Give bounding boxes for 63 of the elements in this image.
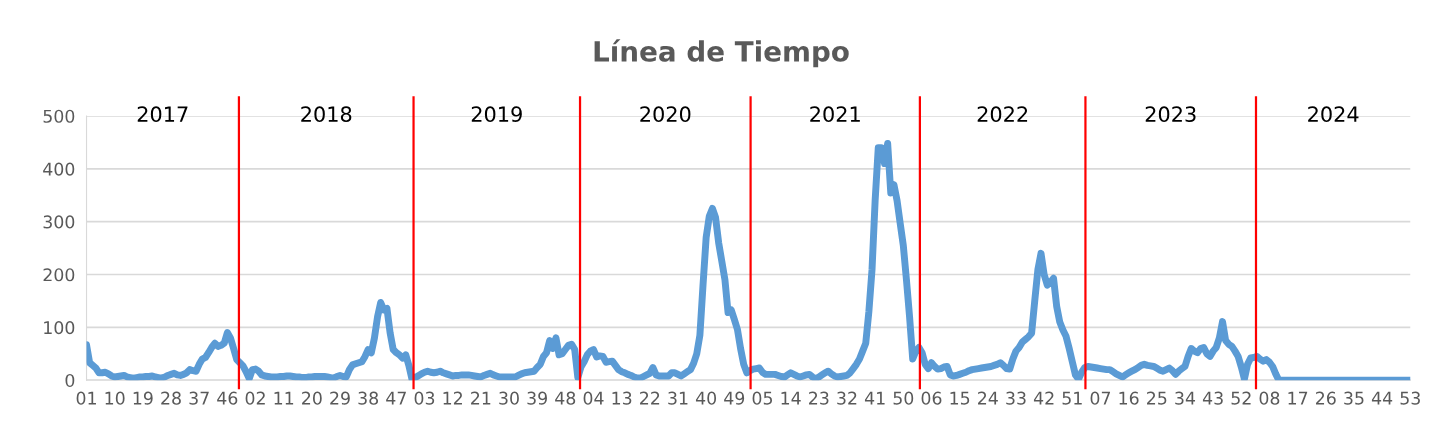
chart-title: Línea de Tiempo (594, 39, 849, 68)
x-tick-label: 16 (1119, 391, 1139, 405)
x-tick-label: 44 (1371, 391, 1393, 405)
x-tick-label: 26 (1316, 391, 1336, 405)
annotation: 2024 (1308, 106, 1359, 123)
x-tick-label: 21 (471, 391, 491, 405)
y-tick-label: 100 (44, 321, 75, 335)
x-tick-label: 22 (640, 391, 660, 405)
x-tick-label: 28 (161, 391, 181, 405)
x-tick-label: 17 (1288, 391, 1308, 405)
annotation: 2017 (137, 106, 188, 123)
y-tick-label: 200 (43, 268, 75, 282)
x-tick-label: 46 (217, 391, 238, 405)
annotation: 2021 (810, 106, 860, 123)
x-tick-label: 06 (921, 391, 942, 405)
x-tick-label: 47 (386, 391, 406, 405)
x-tick-label: 25 (1147, 391, 1167, 405)
x-tick-label: 12 (443, 391, 462, 405)
x-tick-label: 33 (1006, 391, 1026, 405)
x-tick-label: 40 (695, 391, 717, 405)
x-tick-label: 51 (1062, 391, 1082, 405)
x-tick-label: 23 (809, 391, 829, 405)
x-tick-label: 42 (1033, 391, 1054, 405)
y-tick-label: 400 (43, 162, 75, 176)
annotation: 2020 (640, 106, 691, 123)
y-tick-label: 300 (43, 215, 75, 229)
x-tick-label: 05 (752, 391, 773, 405)
x-tick-label: 11 (274, 391, 294, 405)
x-tick-label: 29 (330, 391, 350, 405)
x-tick-label: 53 (1400, 391, 1420, 405)
x-tick-label: 31 (668, 391, 688, 405)
x-tick-label: 01 (76, 391, 96, 405)
x-tick-label: 43 (1202, 391, 1223, 405)
x-tick-label: 37 (189, 391, 209, 405)
x-tick-label: 07 (1090, 391, 1111, 405)
x-tick-label: 10 (105, 391, 125, 405)
x-tick-label: 14 (781, 391, 801, 405)
annotation: 2018 (301, 106, 352, 123)
x-tick-label: 08 (1259, 391, 1280, 405)
x-tick-label: 19 (133, 391, 153, 405)
x-tick-label: 39 (527, 391, 547, 405)
x-tick-label: 15 (950, 391, 970, 405)
x-tick-label: 04 (583, 391, 604, 405)
x-tick-label: 03 (414, 391, 435, 405)
x-tick-label: 48 (555, 391, 576, 405)
y-tick-label: 500 (43, 109, 75, 123)
x-tick-label: 13 (612, 391, 632, 405)
x-tick-label: 24 (978, 391, 998, 405)
x-tick-label: 34 (1175, 391, 1196, 405)
annotation: 2023 (1145, 106, 1196, 123)
annotation: 2019 (471, 106, 522, 123)
x-tick-label: 50 (893, 391, 914, 405)
x-tick-label: 52 (1231, 391, 1251, 405)
x-tick-label: 41 (864, 391, 885, 405)
x-tick-label: 32 (837, 391, 857, 405)
x-tick-label: 49 (724, 391, 745, 405)
x-tick-label: 35 (1344, 391, 1364, 405)
x-tick-label: 30 (499, 391, 519, 405)
x-tick-label: 38 (358, 391, 379, 405)
x-tick-label: 20 (302, 391, 322, 405)
x-tick-label: 02 (245, 391, 265, 405)
annotation: 2022 (977, 106, 1028, 123)
y-tick-label: 0 (65, 373, 75, 388)
